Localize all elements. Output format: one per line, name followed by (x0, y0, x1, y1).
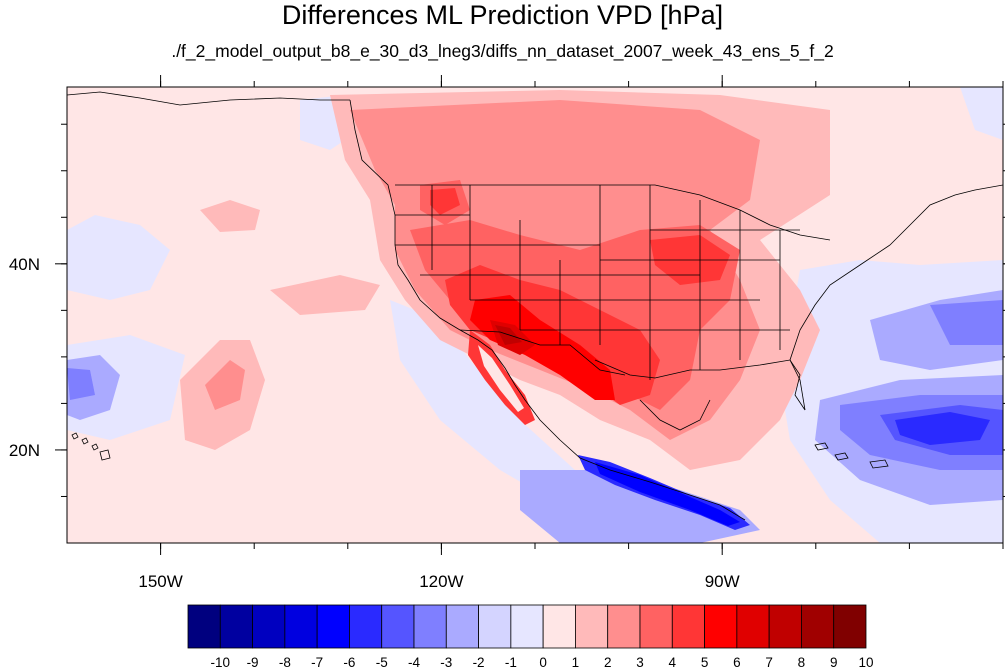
colorbar-swatch (316, 604, 350, 649)
lat-tick-label: 40N (9, 255, 40, 274)
colorbar-label: -1 (505, 655, 517, 670)
colorbar-swatch (252, 604, 286, 649)
colorbar-label: -3 (440, 655, 452, 670)
colorbar-label: 2 (604, 655, 612, 670)
colorbar-swatch (833, 604, 867, 649)
map-tick-labels: 150W 120W 90W 40N 20N (9, 255, 740, 591)
colorbar-swatch (639, 604, 673, 649)
field-mid-blue-hawaii (67, 368, 95, 400)
colorbar-label: -4 (408, 655, 420, 670)
islands (71, 432, 889, 469)
coastline-mexico-yucatan (639, 399, 711, 431)
field-red-land-5 (470, 295, 615, 400)
colorbar-label: -8 (279, 655, 291, 670)
field-blue-pacific-south (520, 470, 760, 543)
colorbar-label: 6 (733, 655, 741, 670)
coastline-gulf (594, 359, 806, 411)
colorbar-label: 0 (539, 655, 547, 670)
field-red-pacific-arm-2 (205, 360, 245, 410)
field-white-baja-streak (478, 345, 524, 412)
border-mexico (459, 329, 626, 376)
colorbar-swatch (219, 604, 253, 649)
coastline-north-bc (67, 91, 350, 106)
colorbar-label: -7 (311, 655, 323, 670)
colorbar-swatch (349, 604, 383, 649)
field-light-blue-west (67, 215, 170, 300)
chart-title: Differences ML Prediction VPD [hPa] (281, 0, 724, 30)
field-light-blue-baja-coast (390, 300, 610, 505)
colorbar-label: -10 (211, 655, 231, 670)
island-bahamas (814, 442, 889, 469)
lon-tick-label: 90W (705, 572, 740, 591)
colorbar-swatch (671, 604, 705, 649)
colorbar-swatch (413, 604, 447, 649)
lon-tick-label: 120W (419, 572, 463, 591)
state-lines-horizontal (395, 214, 800, 331)
lat-tick-label: 20N (9, 441, 40, 460)
colorbar-swatch (284, 604, 318, 649)
field-red-pacific-north (200, 200, 260, 232)
colorbar-swatch (542, 604, 576, 649)
field-red-idaho-core (430, 188, 460, 215)
border-canada (395, 184, 831, 241)
colorbar-label: 8 (798, 655, 806, 670)
colorbar-label: -2 (473, 655, 485, 670)
colorbar-swatch (187, 604, 221, 649)
colorbar-label: 10 (858, 655, 873, 670)
coastline-east (789, 184, 1003, 411)
map-ticks (55, 75, 1005, 555)
field-deep-blue-atlantic (895, 412, 990, 445)
colorbar-label: -6 (343, 655, 355, 670)
colorbar-label: 3 (636, 655, 644, 670)
colorbar-swatch (575, 604, 609, 649)
lon-tick-label: 150W (138, 572, 182, 591)
colorbar-label: 1 (572, 655, 580, 670)
colorbar-label: 7 (765, 655, 773, 670)
coastlines-and-borders (67, 91, 1003, 521)
chart-subtitle: ./f_2_model_output_b8_e_30_d3_lneg3/diff… (171, 41, 834, 61)
colorbar-label: -5 (376, 655, 388, 670)
field-blue-pacific-streak-core (595, 462, 740, 526)
colorbar-swatch (445, 604, 479, 649)
colorbar-label: -9 (247, 655, 259, 670)
island-hawaii (71, 432, 111, 461)
colorbar-swatch (801, 604, 835, 649)
colorbar-label: 5 (701, 655, 709, 670)
coastline-west (349, 99, 746, 521)
colorbar-label: 9 (830, 655, 838, 670)
colorbar-swatch (704, 604, 738, 649)
colorbar-label: 4 (669, 655, 677, 670)
colorbar-swatch (736, 604, 770, 649)
colorbar: -10 -9 -8 -7 -6 -5 -4 -3 -2 -1 0 1 2 3 4 5 6 7 8 9 10 (187, 604, 874, 670)
colorbar-swatch (768, 604, 802, 649)
field-red-pacific-mid (270, 275, 380, 315)
colorbar-swatch (478, 604, 512, 649)
field-light-blue-north (960, 87, 1003, 140)
colorbar-swatch (607, 604, 641, 649)
colorbar-swatch (510, 604, 544, 649)
map-panel (67, 87, 1003, 543)
colorbar-swatch (381, 604, 415, 649)
field-mid-blue-atlantic-2 (930, 300, 1003, 345)
